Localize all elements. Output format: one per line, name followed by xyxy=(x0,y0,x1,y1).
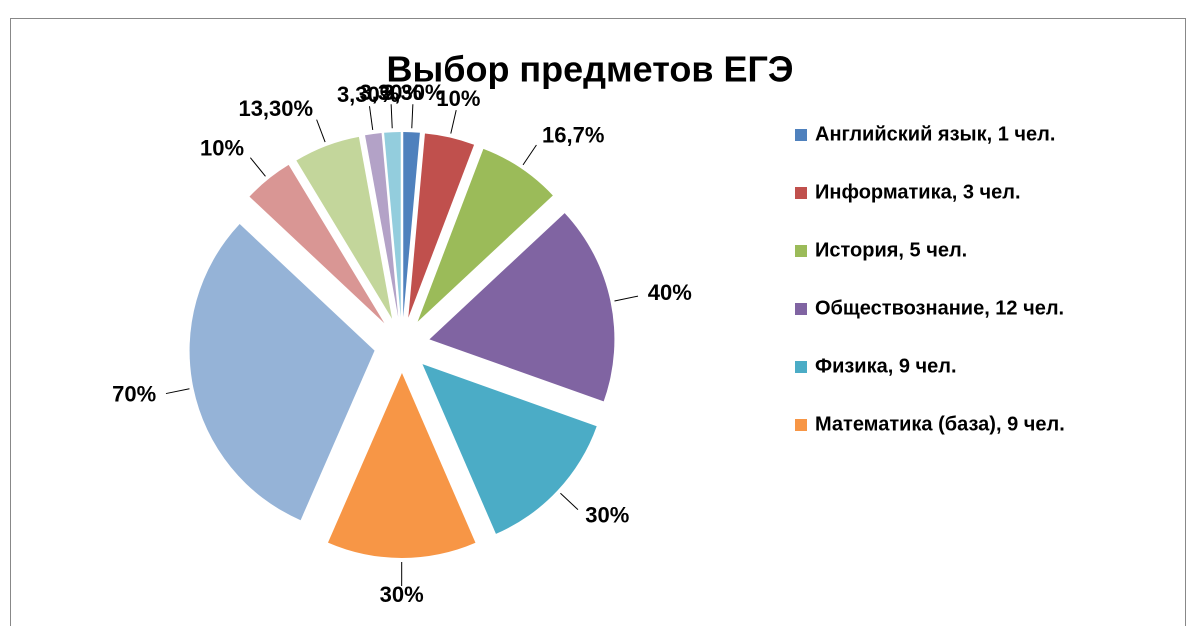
leader-line xyxy=(522,144,537,166)
legend-label: История, 5 чел. xyxy=(815,239,967,261)
leader-line xyxy=(411,104,414,129)
data-label: 3,30% xyxy=(337,82,399,107)
legend-label: Физика, 9 чел. xyxy=(815,355,957,377)
pie-slice xyxy=(296,136,393,319)
chart-title: Выбор предметов ЕГЭ xyxy=(386,49,793,90)
pie-slice xyxy=(403,132,420,318)
data-label: 10% xyxy=(436,86,480,111)
leader-line xyxy=(249,157,266,177)
pie-slice xyxy=(327,372,476,558)
pie-slice xyxy=(189,224,375,521)
leader-line xyxy=(369,106,374,131)
pie-slice xyxy=(408,133,475,318)
legend-label: Обществознание, 12 чел. xyxy=(815,297,1064,319)
data-label: 3,30% xyxy=(382,80,444,105)
data-label: 16,7% xyxy=(542,122,604,147)
legend-label: Английский язык, 1 чел. xyxy=(815,123,1055,145)
data-label: 40% xyxy=(648,280,692,305)
pie-slice xyxy=(417,148,553,322)
legend-swatch xyxy=(795,129,807,141)
leader-line xyxy=(560,492,579,511)
data-label: 30% xyxy=(585,502,629,527)
leader-line xyxy=(614,295,639,302)
legend-swatch xyxy=(795,187,807,199)
pie-slice xyxy=(249,164,385,324)
chart-border xyxy=(10,18,1186,626)
legend-swatch xyxy=(795,245,807,257)
leader-line xyxy=(165,388,190,395)
leader-line xyxy=(390,104,393,129)
legend-swatch xyxy=(795,419,807,431)
data-label: 30% xyxy=(380,582,424,607)
pie-slice xyxy=(422,364,597,534)
pie-slice xyxy=(384,132,401,318)
leader-line xyxy=(450,110,457,134)
leader-line xyxy=(316,119,326,143)
pie-slice xyxy=(365,133,399,318)
legend-label: Математика (база), 9 чел. xyxy=(815,413,1065,435)
legend-swatch xyxy=(795,303,807,315)
pie-slice xyxy=(429,213,615,402)
data-label: 10% xyxy=(200,136,244,161)
data-label: 70% xyxy=(112,381,156,406)
data-label: 13,30% xyxy=(238,96,313,121)
data-label: 3,30% xyxy=(359,80,421,105)
legend-swatch xyxy=(795,361,807,373)
legend-label: Информатика, 3 чел. xyxy=(815,181,1021,203)
